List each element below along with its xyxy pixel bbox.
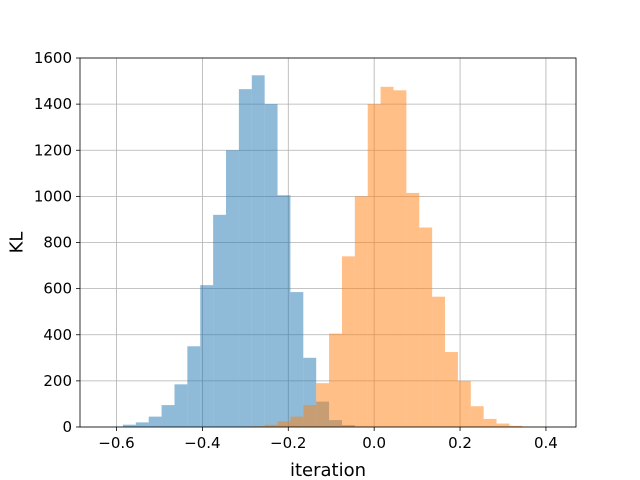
histogram-bar-series-2: [277, 421, 291, 427]
histogram-bar-series-2: [290, 416, 304, 427]
x-tick-label: −0.6: [98, 434, 134, 452]
histogram-bar-series-2: [406, 192, 420, 427]
histogram-bar-series-1: [122, 424, 136, 427]
ticks-layer: −0.6 −0.4 −0.2 0.0 0.2 0.4 0 200 400 600 800 1000 12…: [34, 49, 558, 452]
histogram-bar-series-1: [161, 405, 175, 427]
x-tick-label: 0.0: [362, 434, 386, 452]
y-tick-label: 1400: [34, 95, 72, 113]
histogram-bar-series-2: [509, 425, 523, 427]
y-tick-label: 200: [43, 372, 72, 390]
histogram-bar-series-2: [483, 418, 497, 427]
histogram-bar-series-1: [200, 285, 214, 427]
histogram-bar-series-2: [457, 380, 471, 427]
y-tick-label: 600: [43, 280, 72, 298]
histogram-bar-series-2: [393, 90, 407, 427]
histogram-bar-series-1: [213, 214, 227, 427]
histogram-bar-series-1: [187, 346, 201, 427]
histogram-bar-series-1: [135, 422, 149, 427]
histogram-bar-series-2: [367, 104, 381, 427]
histogram-bar-series-2: [419, 227, 433, 427]
histogram-bar-series-1: [264, 104, 278, 427]
histogram-bar-series-1: [226, 150, 239, 427]
histogram-bar-series-1: [277, 195, 291, 427]
histogram-bar-series-1: [251, 75, 265, 427]
histogram-bar-series-2: [341, 256, 355, 427]
histogram-bar-series-1: [148, 416, 162, 427]
histogram-bar-series-2: [470, 406, 484, 427]
histogram-bar-series-2: [316, 383, 330, 427]
x-tick-label: 0.2: [448, 434, 472, 452]
y-tick-label: 800: [43, 234, 72, 252]
bars-layer: [110, 75, 549, 428]
y-tick-label: 400: [43, 326, 72, 344]
histogram-bar-series-2: [264, 424, 278, 427]
histogram-bar-series-2: [329, 333, 342, 427]
histogram-bar-series-2: [380, 86, 394, 427]
y-tick-label: 0: [62, 418, 72, 436]
histogram-bar-series-1: [174, 384, 188, 427]
x-tick-label: −0.2: [270, 434, 306, 452]
histogram-bar-series-2: [445, 352, 458, 427]
histogram-bar-series-2: [496, 423, 510, 427]
y-tick-label: 1600: [34, 49, 72, 67]
histogram-bar-series-2: [432, 296, 446, 427]
x-tick-label: 0.4: [534, 434, 558, 452]
y-axis-title: KL: [7, 232, 28, 254]
histogram-bar-series-2: [354, 196, 368, 427]
histogram-bar-series-2: [303, 405, 317, 427]
x-axis-title: iteration: [290, 460, 366, 480]
histogram-bar-series-1: [290, 292, 304, 427]
x-tick-label: −0.4: [184, 434, 220, 452]
y-tick-label: 1200: [34, 141, 72, 159]
y-tick-label: 1000: [34, 187, 72, 205]
histogram-bar-series-1: [238, 89, 252, 428]
